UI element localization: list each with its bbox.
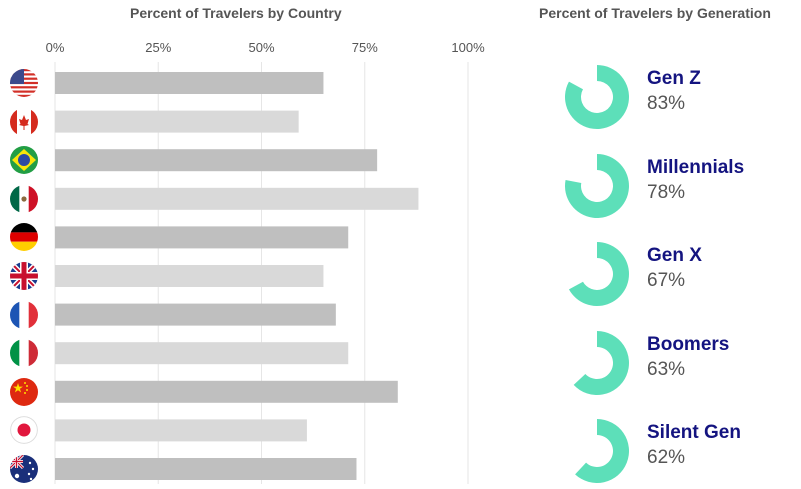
x-tick-label: 50%: [248, 40, 274, 55]
x-tick-label: 100%: [451, 40, 485, 55]
china-flag-icon: [10, 377, 38, 406]
donut-slice: [565, 65, 629, 129]
bar-australia: [55, 458, 357, 480]
generation-label: Boomers: [647, 333, 730, 355]
generation-value: 62%: [647, 447, 686, 468]
bar-mexico: [55, 187, 419, 210]
germany-flag-icon: [10, 223, 38, 252]
generation-value: 63%: [647, 358, 686, 380]
donut-silent-gen: [575, 419, 629, 483]
donut-slice: [565, 153, 629, 218]
bar-japan: [55, 419, 307, 442]
donut-millennials: [565, 153, 629, 218]
generation-label: Gen Z: [647, 68, 701, 89]
donut-boomers: [573, 330, 629, 395]
x-tick-label: 25%: [145, 40, 171, 55]
italy-flag-icon: [10, 339, 38, 368]
generation-value: 67%: [647, 270, 686, 291]
generation-label: Silent Gen: [647, 422, 741, 443]
bar-us: [55, 72, 324, 94]
japan-flag-icon: [10, 416, 38, 445]
x-tick-label: 75%: [352, 40, 378, 55]
generation-value: 83%: [647, 93, 686, 114]
donut-slice: [575, 419, 629, 483]
bar-brazil: [55, 149, 378, 172]
bar-germany: [55, 226, 349, 249]
donut-gen-z: [565, 65, 629, 129]
bar-italy: [55, 342, 349, 365]
mexico-flag-icon: [10, 184, 38, 213]
australia-flag-icon: [10, 455, 38, 483]
generation-label: Gen X: [647, 245, 702, 266]
bar-chart-title: Percent of Travelers by Country: [130, 5, 342, 21]
bar-france: [55, 303, 336, 326]
donut-gen-x: [568, 242, 629, 306]
us-flag-icon: [10, 69, 38, 97]
generation-value: 78%: [647, 181, 686, 203]
brazil-flag-icon: [10, 146, 38, 175]
generation-label: Millennials: [647, 156, 745, 178]
country-bar-chart: 0% 25% 50% 75% 100%: [46, 40, 485, 484]
bar-uk: [55, 265, 324, 287]
donut-slice: [573, 330, 629, 395]
bar-canada: [55, 110, 299, 133]
donut-chart-title: Percent of Travelers by Generation: [539, 5, 771, 21]
france-flag-icon: [10, 300, 38, 329]
canada-flag-icon: [10, 107, 38, 136]
donut-slice: [568, 242, 629, 306]
x-tick-label: 0%: [46, 40, 65, 55]
uk-flag-icon: [10, 262, 38, 290]
bar-china: [55, 380, 398, 403]
